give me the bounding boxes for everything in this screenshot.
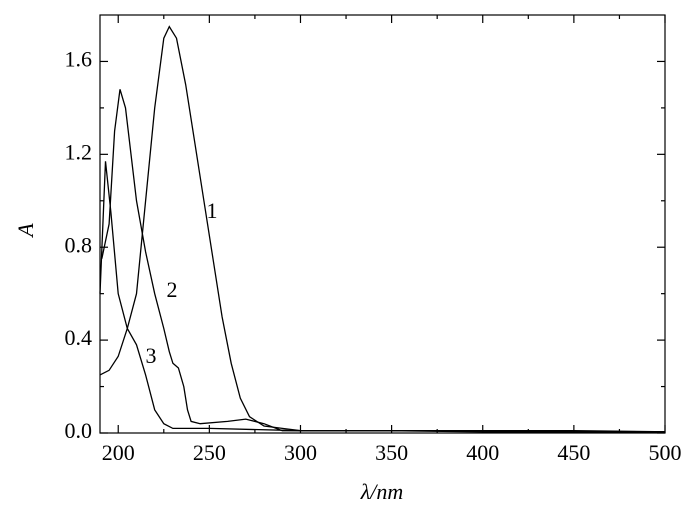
y-tick-label: 1.2: [65, 139, 93, 164]
x-tick-label: 400: [466, 440, 499, 465]
curve-label: 1: [207, 198, 218, 223]
y-tick-label: 0.8: [65, 232, 93, 257]
x-tick-label: 350: [375, 440, 408, 465]
spectrum-line: [99, 161, 665, 433]
y-tick-label: 0.0: [65, 418, 93, 443]
spectrum-line: [101, 89, 665, 433]
y-tick-label: 0.4: [65, 325, 93, 350]
y-tick-label: 1.6: [65, 46, 93, 71]
plot-frame: [99, 14, 666, 434]
curve-label: 2: [167, 277, 178, 302]
spectrum-line: [99, 25, 666, 433]
x-tick-label: 500: [649, 440, 682, 465]
curve-label: 3: [146, 343, 157, 368]
x-axis-label: λ/nm: [360, 479, 404, 504]
x-tick-label: 300: [284, 440, 317, 465]
x-tick-label: 450: [557, 440, 590, 465]
x-tick-label: 250: [193, 440, 226, 465]
y-axis-label: A: [13, 223, 38, 239]
x-tick-label: 200: [102, 440, 135, 465]
